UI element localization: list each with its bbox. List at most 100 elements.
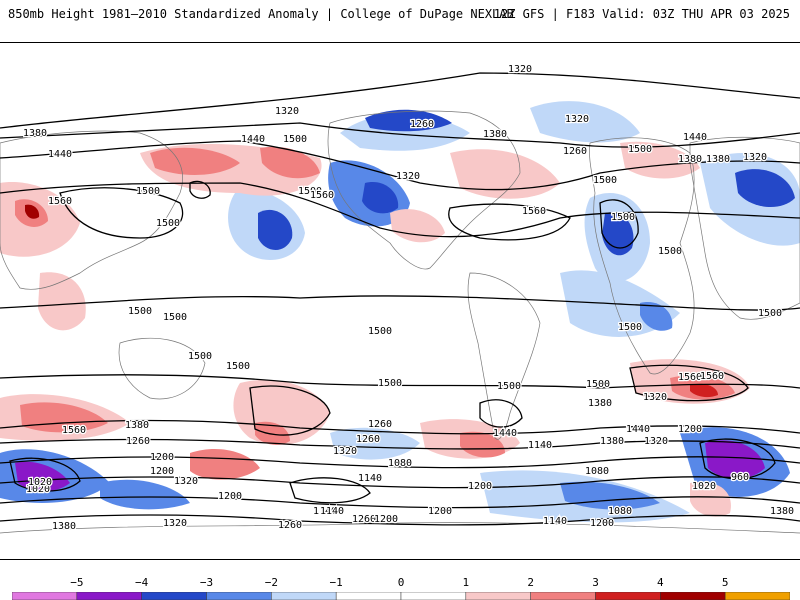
contour-label: 1500 [378,378,402,389]
anomaly-blob [150,147,240,175]
anomaly-blob [38,272,86,331]
colorbar-tick: 2 [527,576,534,589]
contour-label: 1500 [586,379,610,390]
anomaly-blob [390,209,445,243]
contour-label: 960 [731,472,749,483]
contour-1320-north [0,72,800,129]
colorbar-tick: −1 [329,576,343,589]
contour-south-atlantic-low [479,399,523,428]
contour-label: 1020 [28,477,52,488]
contour-label: 1500 [188,351,212,362]
contour-label: 1320 [275,106,299,117]
colorbar-tick: 1 [462,576,470,589]
contour-label: 1380 [770,506,794,517]
contour-label: 1440 [683,132,707,143]
contour-low-center-east [699,438,776,480]
colorbar-tick: 5 [721,576,729,589]
contour-label: 1500 [283,134,307,145]
contour-label: 1200 [678,424,702,435]
anomaly-blob [620,141,700,179]
contour-label: 1320 [743,152,767,163]
contour-label: 1560 [48,196,72,207]
contour-label: 1140 [543,516,567,527]
contour-label: 1080 [388,458,412,469]
contour-label: 1140 [528,440,552,451]
anomaly-blob [690,482,731,517]
anomaly-blob [450,149,560,199]
contour-1380-south [0,438,800,450]
contour-label: 1500 [298,186,322,197]
anomaly-blob [705,440,765,479]
contour-1560-atlantic [448,203,571,241]
contour-label: 1440 [493,428,517,439]
map-header: 850mb Height 1981–2010 Standardized Anom… [0,0,800,30]
colorbar-tick: 0 [397,576,405,589]
contour-label: 1260 [368,419,392,430]
anomaly-blob [255,421,290,445]
contour-labels: 1320138014401500156015001500156015001320… [22,63,796,534]
contour-label: 1380 [600,436,624,447]
colorbar-tick: 3 [592,576,599,589]
contour-label: 1140 [320,506,344,517]
colorbar-segment [335,592,402,600]
contour-label: 1260 [126,436,150,447]
anomaly-blob [100,479,190,510]
contour-label: 1560 [700,371,724,382]
contour-label: 1200 [590,518,614,529]
contour-label: 1500 [156,218,180,229]
coastline-north-america [327,110,521,270]
contour-label: 1380 [588,398,612,409]
contour-1440-south [0,419,800,435]
colorbar-segment [76,592,142,600]
contour-label: 1200 [428,506,452,517]
contour-label: 1500 [758,308,782,319]
anomaly-blob [258,209,293,251]
anomaly-blob [15,461,70,492]
contour-label: 1320 [163,518,187,529]
coastline-australia [118,337,206,400]
model-valid-time: 12Z GFS | F183 Valid: 03Z THU APR 03 202… [493,7,790,21]
contour-1320-south [0,456,800,469]
anomaly-blob [460,431,505,458]
contour-label: 1560 [310,190,334,201]
anomaly-blob [25,204,40,219]
contour-label: 1500 [136,186,160,197]
contour-label: 1260 [356,434,380,445]
colorbar-segment [206,592,272,600]
contour-label: 1500 [497,381,521,392]
contour-label: 1320 [644,436,668,447]
contour-label: 1260 [410,119,434,130]
contour-1440-north [0,140,800,191]
colorbar-tick: −3 [199,576,214,589]
contour-label: 1560 [678,372,702,383]
contour-label: 1320 [396,171,420,182]
height-contours [0,72,800,526]
contour-label: 1020 [692,481,716,492]
contour-label: 1320 [174,476,198,487]
anomaly-blob [330,427,420,460]
colorbar-segment [271,592,337,600]
contour-low-atlantic [599,199,639,249]
map-title: 850mb Height 1981–2010 Standardized Anom… [8,7,514,21]
contour-label: 1020 [26,484,50,495]
contour-label: 1320 [565,114,589,125]
contour-1260-south [0,476,800,489]
colorbar-segment [400,592,467,600]
colorbar-tick: −4 [135,576,149,589]
coastline-asia-east [689,136,800,320]
anomaly-map: 1320 1380 1440 1500 1560 1500 1500 1560 1500 1320… [0,42,800,560]
contour-label: 1200 [150,466,174,477]
contour-label: 1500 [658,246,682,257]
contour-label: 1560 [62,425,86,436]
contour-label: 1440 [626,424,650,435]
anomaly-blob [640,302,673,331]
contour-label: 1140 [358,473,382,484]
map-canvas: 1320138014401500156015001500156015001320… [0,63,800,534]
contour-label: 1500 [128,306,152,317]
contour-label: 1380 [706,154,730,165]
anomaly-blob [690,383,718,398]
contour-label: 1200 [218,491,242,502]
contour-1140-south [0,514,800,526]
coastlines [0,110,800,534]
contour-1080-low [289,477,371,504]
